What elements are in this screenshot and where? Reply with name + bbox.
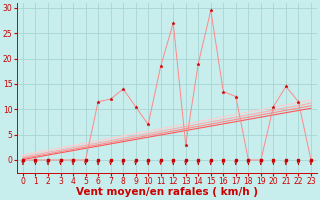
Point xyxy=(171,21,176,25)
Point xyxy=(246,158,251,162)
Point xyxy=(308,158,314,162)
Point xyxy=(271,105,276,108)
Point xyxy=(96,100,101,103)
Point xyxy=(83,158,88,162)
Point xyxy=(58,158,63,162)
Point xyxy=(70,158,76,162)
Point xyxy=(45,158,51,162)
Point xyxy=(158,65,163,68)
Point xyxy=(258,158,263,162)
Point xyxy=(196,62,201,65)
Point xyxy=(121,87,126,91)
Point xyxy=(233,95,238,98)
Point xyxy=(133,105,138,108)
Point xyxy=(146,123,151,126)
Point xyxy=(221,90,226,93)
X-axis label: Vent moyen/en rafales ( km/h ): Vent moyen/en rafales ( km/h ) xyxy=(76,187,258,197)
Point xyxy=(108,98,113,101)
Point xyxy=(20,158,26,162)
Point xyxy=(208,9,213,12)
Point xyxy=(296,100,301,103)
Point xyxy=(183,143,188,146)
Point xyxy=(283,85,288,88)
Point xyxy=(33,158,38,162)
